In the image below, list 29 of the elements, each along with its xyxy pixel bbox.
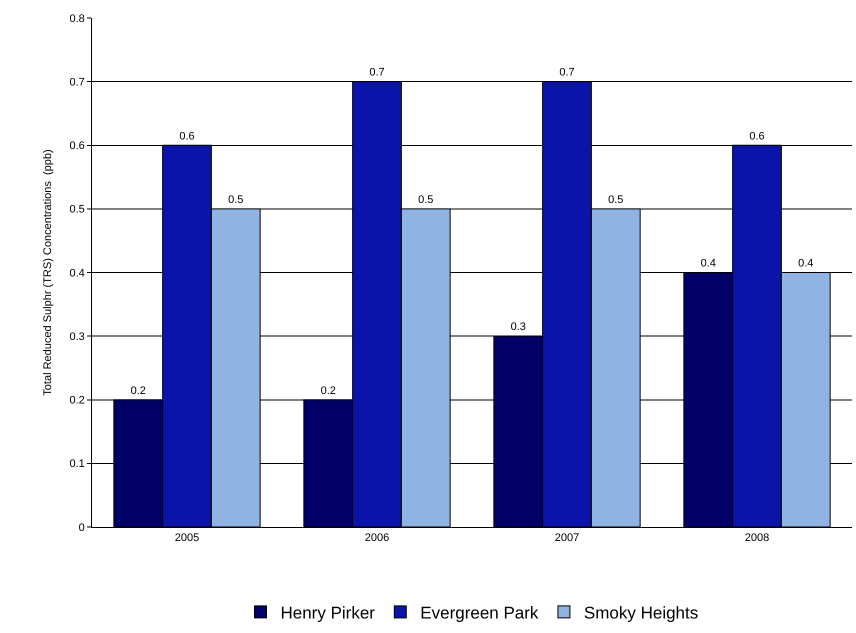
legend-label: Smoky Heights bbox=[584, 603, 698, 622]
legend-label: Henry Pirker bbox=[280, 603, 376, 622]
data-label: 0.6 bbox=[749, 130, 765, 142]
data-label: 0.4 bbox=[798, 258, 814, 270]
data-label: 0.7 bbox=[559, 66, 575, 79]
data-label: 0.2 bbox=[130, 384, 146, 397]
data-label: 0.5 bbox=[608, 194, 624, 206]
legend-label: Evergreen Park bbox=[420, 603, 539, 622]
y-tick-label: 0.8 bbox=[70, 12, 85, 25]
data-label: 0.7 bbox=[369, 66, 385, 79]
data-label: 0.2 bbox=[320, 384, 336, 397]
x-tick-label: 2007 bbox=[554, 532, 580, 544]
y-tick-label: 0.5 bbox=[70, 204, 85, 216]
x-tick-label: 2006 bbox=[364, 532, 390, 544]
data-label: 0.4 bbox=[700, 258, 716, 270]
y-tick-label: 0.2 bbox=[70, 394, 85, 407]
data-label: 0.6 bbox=[179, 130, 195, 142]
data-label: 0.3 bbox=[510, 321, 526, 334]
y-tick-label: 0.7 bbox=[70, 76, 85, 88]
x-tick-label: 2008 bbox=[744, 532, 770, 544]
y-tick-label: 0.1 bbox=[70, 458, 85, 470]
x-tick-label: 2005 bbox=[174, 532, 200, 544]
y-tick-label: 0.6 bbox=[70, 140, 85, 152]
y-tick-label: 0.4 bbox=[70, 267, 85, 280]
data-label: 0.5 bbox=[228, 194, 244, 206]
y-tick-label: 0.3 bbox=[70, 330, 85, 343]
y-tick-label: 0 bbox=[78, 522, 85, 534]
data-label: 0.5 bbox=[418, 194, 434, 206]
y-axis-title: Total Reduced Sulphr (TRS) Concentrations (ppb) bbox=[42, 149, 54, 396]
